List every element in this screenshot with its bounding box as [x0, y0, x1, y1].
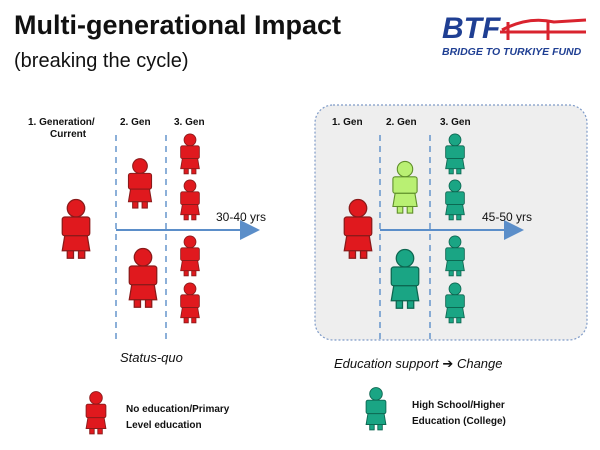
change-caption-part2: Change [456, 356, 503, 371]
legend-red-text: No education/Primary Level education [126, 402, 229, 434]
legend-green-line1: High School/Higher [412, 400, 505, 411]
gen1-label-line1: 1. Generation/ [28, 117, 95, 128]
legend-red-line1: No education/Primary [126, 404, 230, 415]
person-icon-red-gen3 [180, 179, 200, 221]
person-icon-red-gen3 [180, 235, 200, 277]
change-gen2-label: 2. Gen [386, 117, 417, 128]
right-arrow-icon: ➔ [442, 356, 454, 371]
page-subtitle: (breaking the cycle) [14, 50, 189, 72]
change-caption: Education support ➔ Change [334, 356, 503, 372]
person-icon-red-gen2 [128, 247, 158, 308]
gen1-label-line2: Current [50, 129, 87, 140]
person-icon-red-gen3 [180, 282, 200, 324]
logo-letters: BTF [442, 12, 501, 45]
page-title: Multi-generational Impact [14, 10, 342, 40]
status-quo-timespan: 30-40 yrs [216, 210, 267, 224]
change-timespan: 45-50 yrs [482, 210, 533, 224]
status-quo-gen1-label: 1. Generation/ Current [28, 117, 95, 141]
change-gen3-label: 3. Gen [440, 117, 471, 128]
change-gen1-label: 1. Gen [332, 117, 363, 128]
person-icon-red-gen2 [127, 158, 153, 209]
change-caption-part1: Education support [334, 356, 439, 371]
status-quo-caption: Status-quo [120, 350, 183, 365]
legend-red-line2: Level education [126, 420, 202, 431]
status-quo-gen3-label: 3. Gen [174, 117, 205, 128]
status-quo-gen2-label: 2. Gen [120, 117, 151, 128]
legend-red-person-icon [85, 391, 107, 435]
legend-green-text: High School/Higher Education (College) [412, 398, 506, 430]
person-icon-red-gen3 [180, 133, 200, 175]
change-panel [314, 104, 588, 341]
btf-logo-graphic: BTF BRIDGE TO TURKIYE FUND [442, 12, 587, 58]
legend-green-line2: Education (College) [412, 416, 506, 427]
btf-logo: BTF BRIDGE TO TURKIYE FUND [438, 8, 588, 60]
logo-tagline: BRIDGE TO TURKIYE FUND [442, 46, 582, 58]
legend-green-person-icon [365, 387, 387, 431]
person-icon-red-gen1 [61, 198, 91, 259]
